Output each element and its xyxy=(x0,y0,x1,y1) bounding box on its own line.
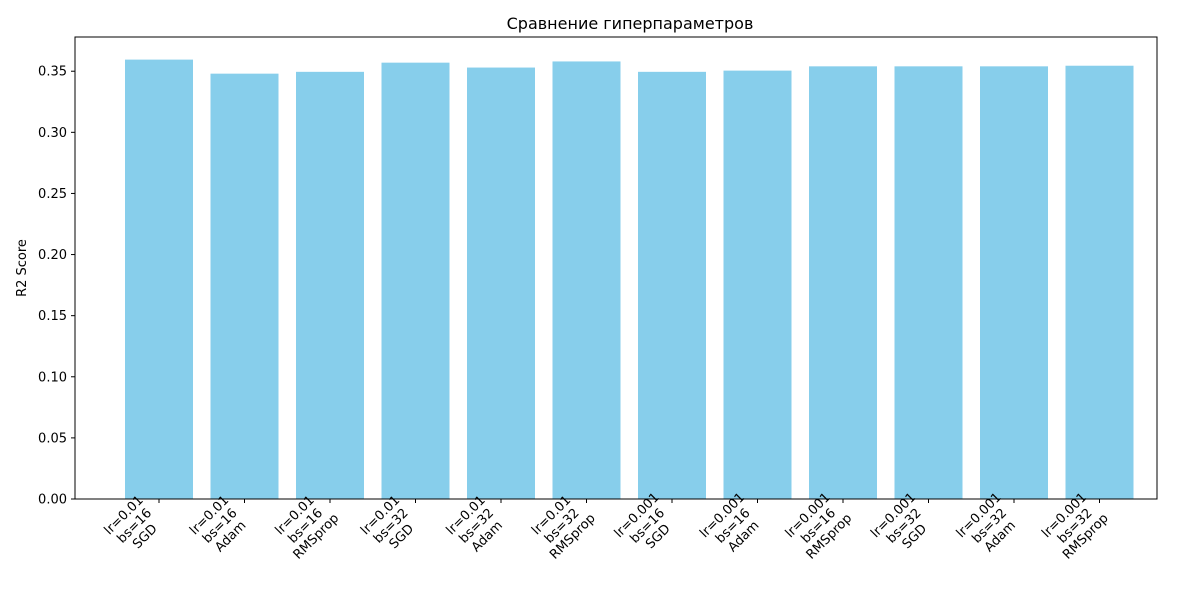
y-axis: 0.00 0.05 0.10 0.15 0.20 0.25 0.30 0.35 xyxy=(38,65,75,508)
bar xyxy=(552,61,621,499)
chart-title: Сравнение гиперпараметров xyxy=(507,14,754,33)
bar xyxy=(723,70,792,499)
bar xyxy=(1065,65,1134,499)
bar xyxy=(210,73,279,500)
y-tick-label: 0.05 xyxy=(38,431,67,446)
y-tick-label: 0.20 xyxy=(38,248,67,263)
bar xyxy=(467,67,535,500)
bar xyxy=(980,66,1048,499)
y-tick-label: 0.35 xyxy=(38,65,67,80)
y-tick-label: 0.00 xyxy=(38,493,67,508)
y-tick-label: 0.10 xyxy=(38,370,67,385)
plot-frame xyxy=(74,36,1158,500)
bar xyxy=(125,59,193,499)
bar xyxy=(809,66,877,499)
bar xyxy=(638,71,706,499)
bars-group xyxy=(125,59,1134,500)
y-tick-label: 0.25 xyxy=(38,187,67,202)
bar xyxy=(894,66,963,499)
bar xyxy=(381,62,450,500)
y-tick-label: 0.30 xyxy=(38,126,67,141)
bar xyxy=(296,71,364,499)
y-axis-label: R2 Score xyxy=(15,239,30,297)
y-tick-label: 0.15 xyxy=(38,309,67,324)
